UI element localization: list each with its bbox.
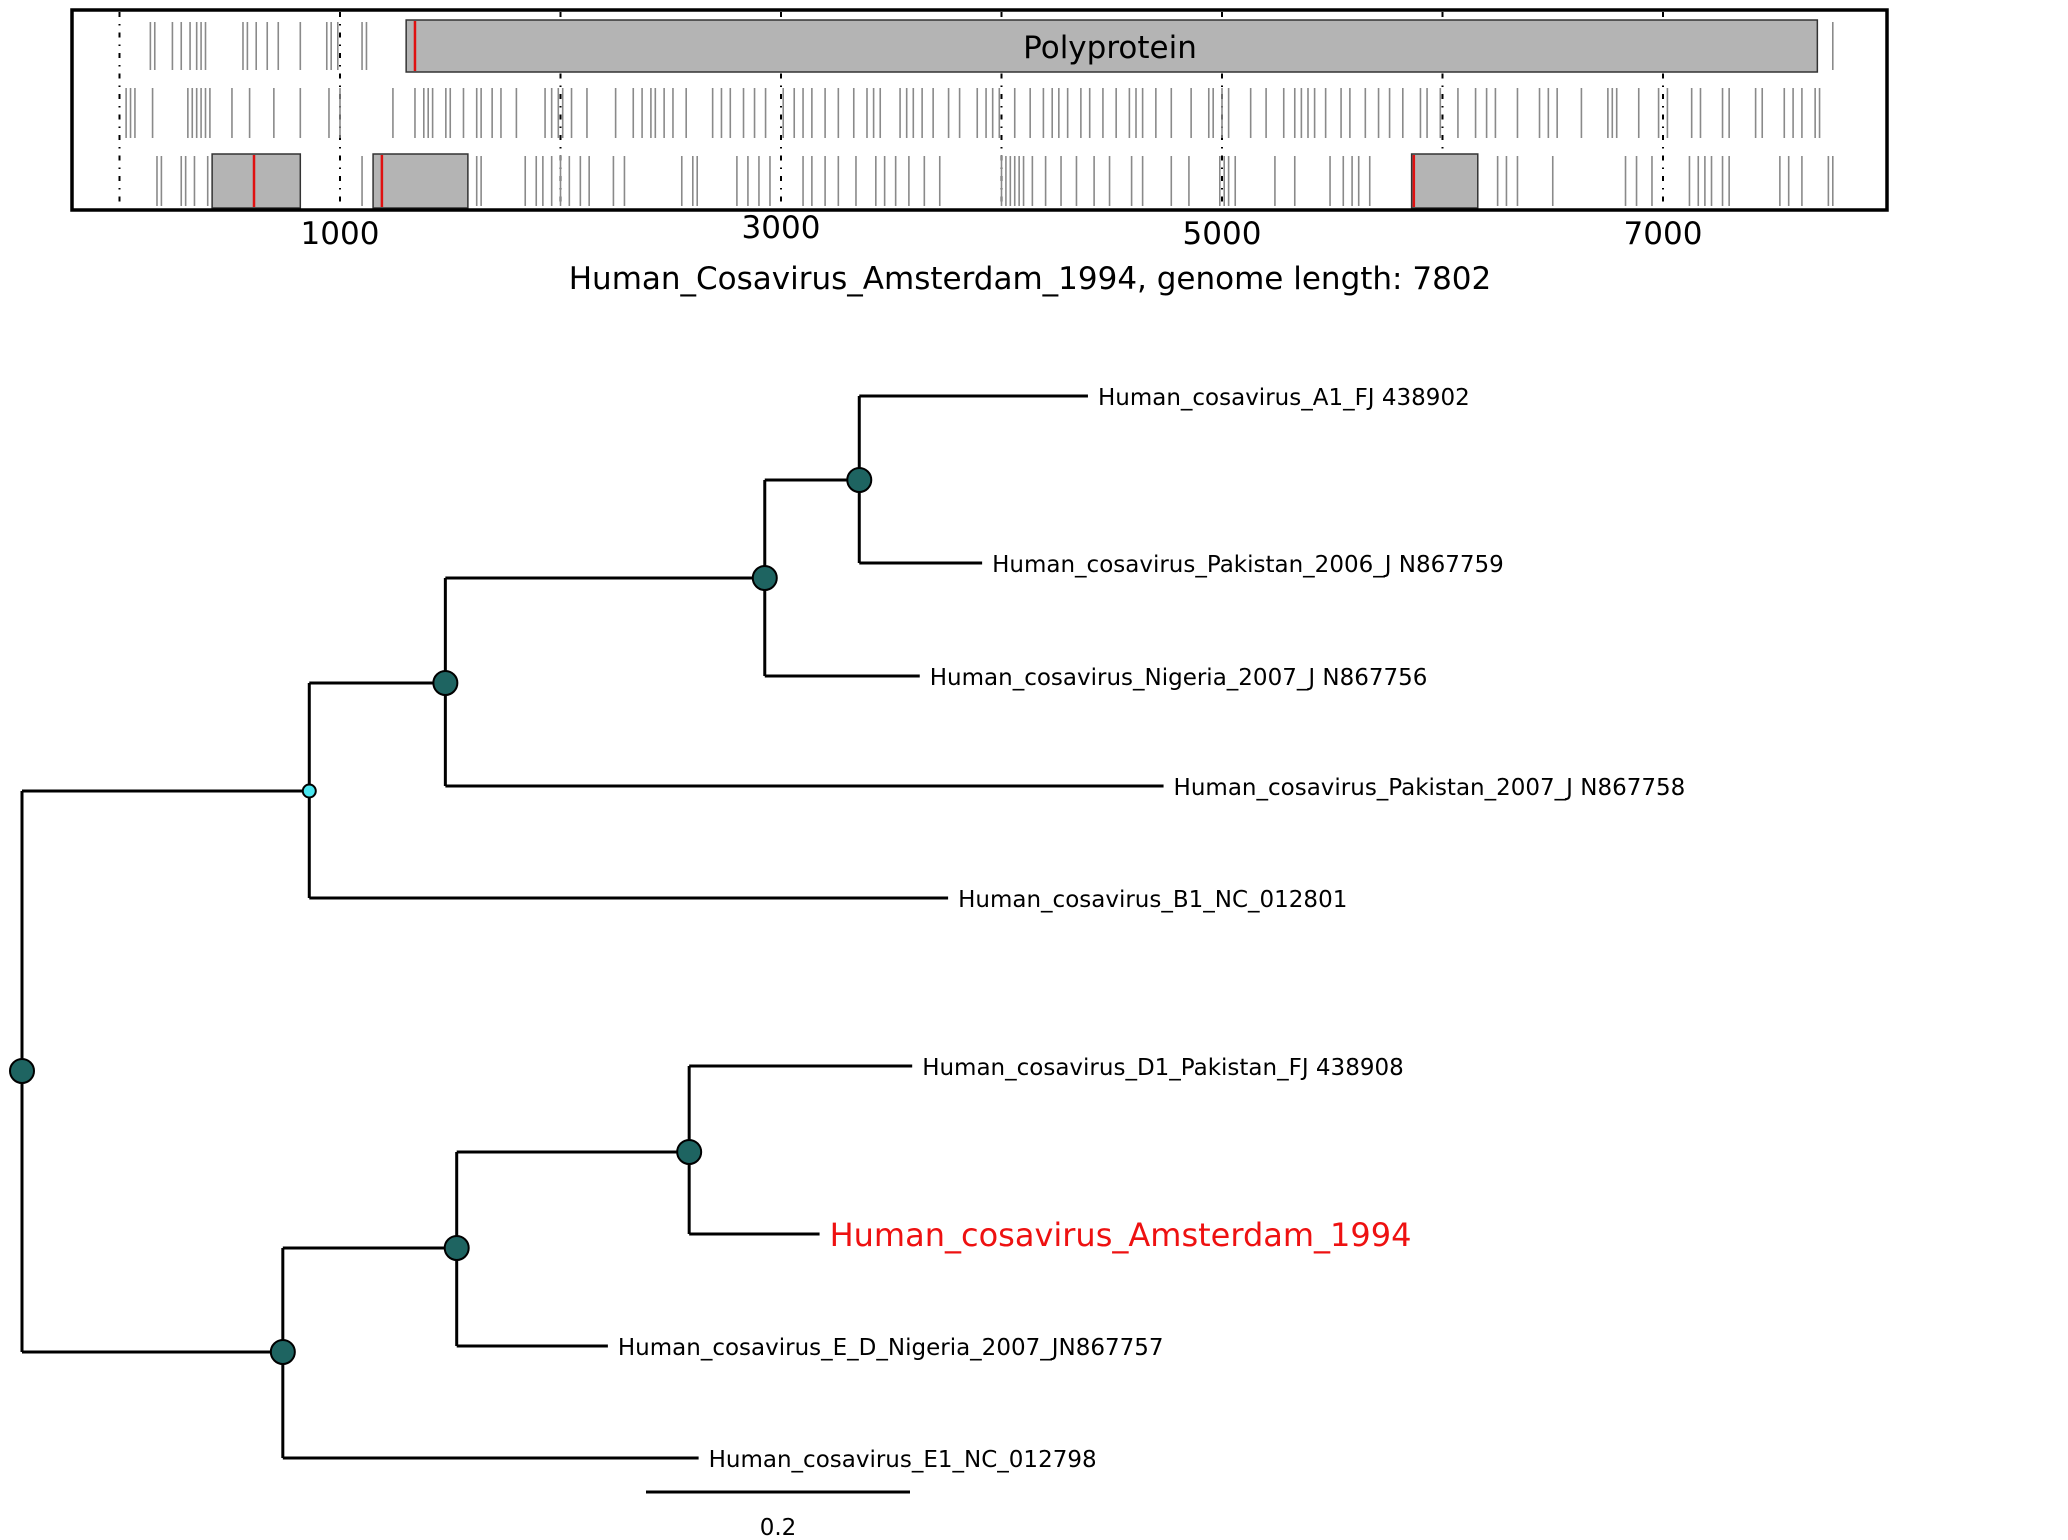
genome-map-title: Human_Cosavirus_Amsterdam_1994, genome l… — [569, 261, 1492, 297]
leaf-label: Human_cosavirus_Pakistan_2007_J N867758 — [1174, 775, 1686, 801]
leaf-label: Human_cosavirus_Amsterdam_1994 — [830, 1216, 1412, 1254]
orf-box — [405, 19, 1819, 73]
support-node — [301, 783, 317, 799]
reading-frame-2 — [125, 88, 1821, 138]
leaf-label: Human_cosavirus_Nigeria_2007_J N867756 — [930, 665, 1428, 691]
genome-map-x-axis: 1000 3000 5000 7000 — [301, 210, 1703, 252]
tree-nodes — [9, 467, 873, 1365]
reading-frames — [125, 19, 1834, 209]
phylogenetic-tree: Human_cosavirus_A1_FJ 438902 Human_cosavi… — [9, 385, 1685, 1540]
x-tick-label: 5000 — [1183, 216, 1262, 252]
support-node — [269, 1339, 296, 1365]
support-node — [9, 1058, 35, 1084]
leaf-label: Human_cosavirus_E_D_Nigeria_2007_JN86775… — [618, 1335, 1164, 1361]
x-tick-label: 7000 — [1624, 216, 1703, 252]
leaf-label: Human_cosavirus_A1_FJ 438902 — [1098, 385, 1470, 411]
tree-leaf-labels: Human_cosavirus_A1_FJ 438902 Human_cosavi… — [618, 385, 1685, 1473]
reading-frame-1 — [149, 19, 1834, 73]
support-node — [676, 1139, 703, 1165]
leaf-label: Human_cosavirus_D1_Pakistan_FJ 438908 — [922, 1055, 1404, 1081]
support-node — [751, 565, 778, 591]
support-node — [846, 467, 873, 493]
orf-box — [372, 153, 469, 209]
leaf-label: Human_cosavirus_B1_NC_012801 — [958, 887, 1347, 913]
orf-label: Polyprotein — [1023, 30, 1197, 66]
genome-map-border — [70, 8, 1889, 212]
genome-map: Polyprotein 1000 3000 5000 7000 Human_Cosav… — [70, 8, 1889, 297]
support-node — [432, 670, 459, 696]
leaf-label: Human_cosavirus_Pakistan_2006_J N867759 — [992, 552, 1504, 578]
orf-box — [211, 153, 302, 209]
orf-box — [1410, 153, 1479, 209]
scale-bar-label: 0.2 — [760, 1515, 797, 1540]
reading-frame-3 — [156, 153, 1834, 209]
leaf-label: Human_cosavirus_E1_NC_012798 — [709, 1447, 1097, 1473]
x-tick-label: 3000 — [742, 210, 821, 246]
support-node — [443, 1235, 470, 1261]
x-tick-label: 1000 — [301, 216, 380, 252]
